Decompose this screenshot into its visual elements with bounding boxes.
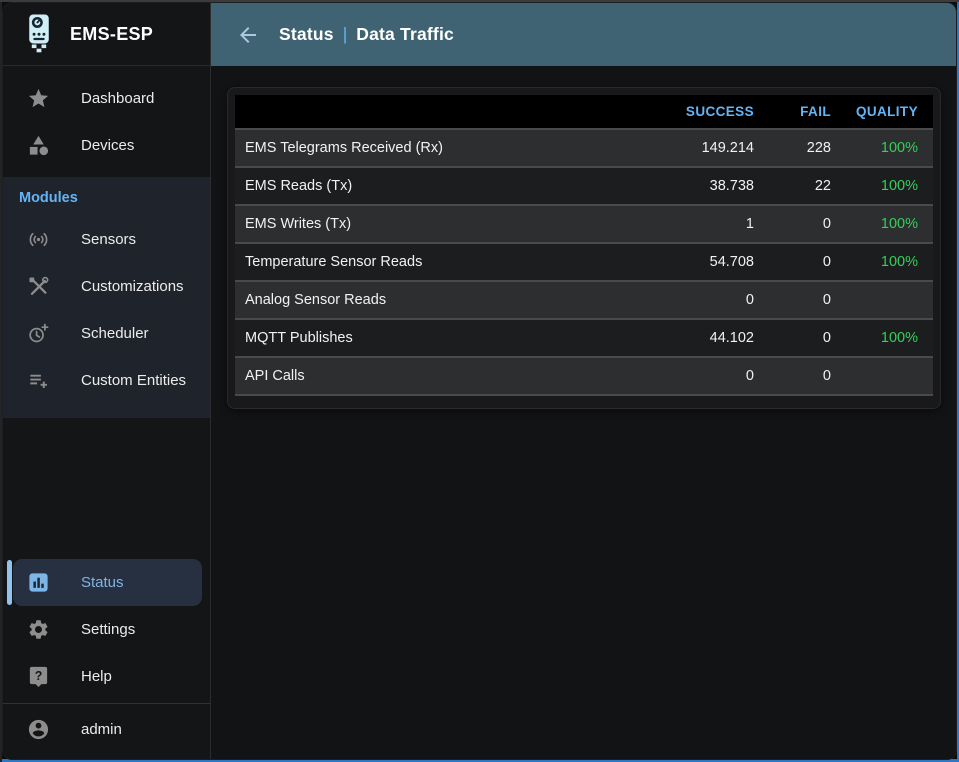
- column-header-success: SUCCESS: [604, 95, 754, 130]
- success-value: 54.708: [604, 243, 754, 282]
- row-label: Temperature Sensor Reads: [235, 243, 604, 282]
- arrow-left-icon: [236, 23, 260, 47]
- modules-section-label: Modules: [19, 190, 78, 206]
- sidebar-item-settings[interactable]: Settings: [3, 606, 210, 653]
- success-value: 149.214: [604, 129, 754, 168]
- row-label: API Calls: [235, 357, 604, 396]
- sidebar: EMS-ESP Dashboard: [3, 3, 211, 759]
- table-row: EMS Telegrams Received (Rx) 149.214 228 …: [235, 129, 933, 168]
- sidebar-item-status[interactable]: Status: [7, 559, 202, 606]
- sidebar-item-label: Help: [81, 668, 112, 685]
- table-header-row: SUCCESS FAIL QUALITY: [235, 95, 933, 130]
- row-label: Analog Sensor Reads: [235, 281, 604, 320]
- sidebar-item-label: Settings: [81, 621, 136, 638]
- quality-value: 100%: [831, 167, 933, 206]
- row-label: EMS Reads (Tx): [235, 167, 604, 206]
- modules-section: Modules Sensors: [3, 177, 210, 418]
- tools-icon: [25, 275, 51, 298]
- category-shapes-icon: [25, 134, 51, 157]
- quality-value: 100%: [831, 319, 933, 358]
- success-value: 0: [604, 357, 754, 396]
- page-title: Data Traffic: [356, 24, 454, 44]
- fail-value: 0: [754, 357, 831, 396]
- sidebar-nav: Dashboard Devices Modules: [3, 66, 210, 759]
- selected-indicator: [7, 560, 12, 605]
- sidebar-item-label: Dashboard: [81, 90, 155, 107]
- breadcrumb: Status | Data Traffic: [279, 24, 454, 45]
- sidebar-item-label: Customizations: [81, 278, 184, 295]
- fail-value: 22: [754, 167, 831, 206]
- quality-value: 100%: [831, 243, 933, 282]
- sidebar-item-label: Scheduler: [81, 325, 149, 342]
- sidebar-item-admin[interactable]: admin: [3, 706, 210, 753]
- row-label: EMS Telegrams Received (Rx): [235, 129, 604, 168]
- sidebar-item-label: Status: [81, 574, 124, 591]
- star-icon: [25, 87, 51, 110]
- table-row: MQTT Publishes 44.102 0 100%: [235, 319, 933, 358]
- gear-icon: [25, 618, 51, 641]
- clock-plus-icon: [25, 322, 51, 345]
- app-title: EMS-ESP: [70, 23, 154, 44]
- playlist-add-icon: [25, 369, 51, 392]
- sidebar-item-label: Sensors: [81, 231, 137, 248]
- row-label: EMS Writes (Tx): [235, 205, 604, 244]
- sidebar-item-scheduler[interactable]: Scheduler: [3, 310, 210, 357]
- bar-chart-icon: [25, 571, 51, 594]
- quality-value: [831, 357, 933, 396]
- svg-text:?: ?: [34, 669, 42, 683]
- fail-value: 0: [754, 205, 831, 244]
- quality-value: [831, 281, 933, 320]
- data-traffic-table: SUCCESS FAIL QUALITY EMS Telegrams Recei…: [235, 95, 933, 396]
- sidebar-item-devices[interactable]: Devices: [3, 122, 210, 169]
- data-traffic-card: SUCCESS FAIL QUALITY EMS Telegrams Recei…: [227, 87, 941, 409]
- sidebar-item-label: Devices: [81, 137, 135, 154]
- sidebar-item-customizations[interactable]: Customizations: [3, 263, 210, 310]
- sidebar-item-sensors[interactable]: Sensors: [3, 216, 210, 263]
- quality-value: 100%: [831, 129, 933, 168]
- table-row: EMS Reads (Tx) 38.738 22 100%: [235, 167, 933, 206]
- success-value: 0: [604, 281, 754, 320]
- success-value: 38.738: [604, 167, 754, 206]
- column-header-name: [235, 95, 604, 130]
- sidebar-item-dashboard[interactable]: Dashboard: [3, 75, 210, 122]
- fail-value: 0: [754, 319, 831, 358]
- username-label: admin: [81, 721, 122, 738]
- content-area: SUCCESS FAIL QUALITY EMS Telegrams Recei…: [211, 66, 956, 759]
- success-value: 44.102: [604, 319, 754, 358]
- column-header-quality: QUALITY: [831, 95, 933, 130]
- breadcrumb-separator: |: [342, 24, 348, 44]
- fail-value: 228: [754, 129, 831, 168]
- ems-esp-logo-icon: [21, 13, 57, 55]
- header-section-label: Status: [279, 24, 334, 44]
- back-button[interactable]: [229, 16, 267, 54]
- table-row: API Calls 0 0: [235, 357, 933, 396]
- sidebar-spacer: [3, 418, 210, 559]
- sidebar-item-help[interactable]: ? Help: [3, 653, 210, 700]
- table-row: EMS Writes (Tx) 1 0 100%: [235, 205, 933, 244]
- table-row: Analog Sensor Reads 0 0: [235, 281, 933, 320]
- success-value: 1: [604, 205, 754, 244]
- top-header-bar: Status | Data Traffic: [211, 3, 956, 66]
- fail-value: 0: [754, 243, 831, 282]
- app-window: EMS-ESP Dashboard: [3, 3, 956, 759]
- account-circle-icon: [25, 718, 51, 741]
- table-row: Temperature Sensor Reads 54.708 0 100%: [235, 243, 933, 282]
- fail-value: 0: [754, 281, 831, 320]
- column-header-fail: FAIL: [754, 95, 831, 130]
- quality-value: 100%: [831, 205, 933, 244]
- row-label: MQTT Publishes: [235, 319, 604, 358]
- sidebar-item-label: Custom Entities: [81, 372, 187, 389]
- sidebar-divider: [3, 703, 210, 704]
- sidebar-header: EMS-ESP: [3, 3, 210, 66]
- sensors-signal-icon: [25, 228, 51, 251]
- main-area: Status | Data Traffic SUCCESS: [211, 3, 956, 759]
- help-bubble-icon: ?: [25, 665, 51, 688]
- sidebar-item-custom-entities[interactable]: Custom Entities: [3, 357, 210, 404]
